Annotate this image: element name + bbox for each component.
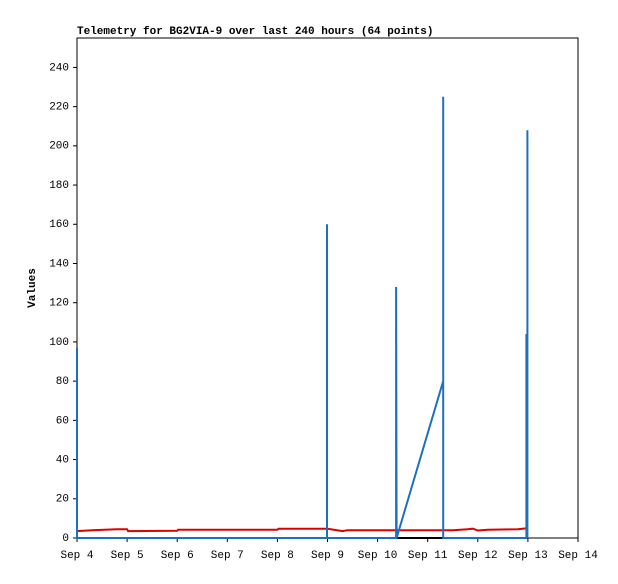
x-tick-label: Sep 6 [161, 550, 194, 562]
y-tick-label: 200 [49, 141, 69, 153]
y-tick-label: 0 [62, 533, 69, 545]
x-tick-label: Sep 8 [261, 550, 294, 562]
y-tick-label: 220 [49, 102, 69, 114]
y-tick-label: 80 [56, 376, 69, 388]
y-tick-label: 160 [49, 219, 69, 231]
y-axis-label: Values [27, 268, 39, 308]
x-tick-label: Sep 7 [211, 550, 244, 562]
y-tick-label: 100 [49, 337, 69, 349]
x-tick-label: Sep 4 [60, 550, 93, 562]
x-tick-label: Sep 12 [458, 550, 498, 562]
y-tick-label: 140 [49, 258, 69, 270]
y-tick-label: 20 [56, 494, 69, 506]
y-tick-label: 120 [49, 298, 69, 310]
series-line [76, 96, 529, 539]
x-tick-label: Sep 9 [311, 550, 344, 562]
x-tick-label: Sep 11 [408, 550, 448, 562]
y-tick-label: 240 [49, 62, 69, 74]
x-tick-label: Sep 13 [508, 550, 548, 562]
x-tick-label: Sep 5 [111, 550, 144, 562]
chart-title: Telemetry for BG2VIA-9 over last 240 hou… [77, 26, 433, 38]
y-tick-label: 60 [56, 415, 69, 427]
x-tick-label: Sep 10 [358, 550, 398, 562]
y-tick-label: 40 [56, 454, 69, 466]
x-tick-label: Sep 14 [558, 550, 598, 562]
y-tick-label: 180 [49, 180, 69, 192]
